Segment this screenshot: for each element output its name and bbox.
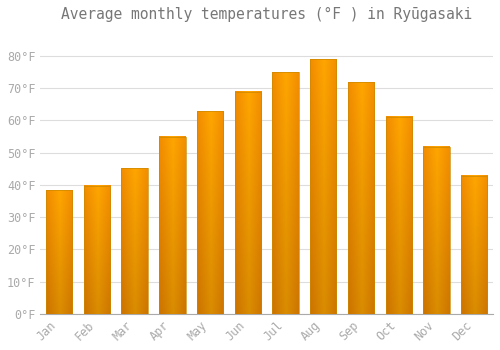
Title: Average monthly temperatures (°F ) in Ryūgasaki: Average monthly temperatures (°F ) in Ry… (61, 7, 472, 22)
Bar (46, 190, 72, 314)
Bar (386, 117, 412, 314)
Bar (234, 92, 261, 314)
Bar (159, 137, 186, 314)
Bar (84, 186, 110, 314)
Bar (348, 82, 374, 314)
Bar (122, 168, 148, 314)
Bar (197, 111, 224, 314)
Bar (461, 176, 487, 314)
Bar (424, 147, 450, 314)
Bar (272, 72, 299, 314)
Bar (310, 59, 336, 314)
